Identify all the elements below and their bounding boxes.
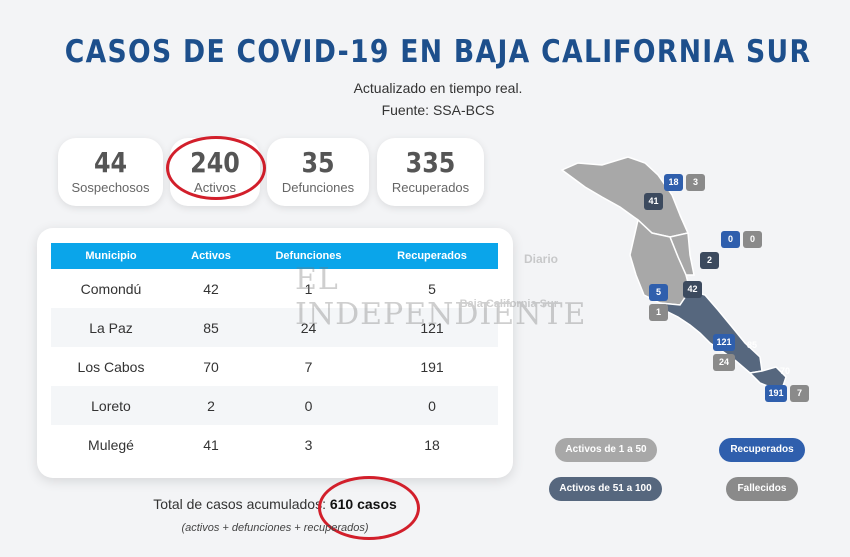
total-note: (activos + defunciones + recuperados) (181, 522, 369, 534)
badge-loreto-recovered: 0 (721, 231, 740, 248)
cell-recuperados: 5 (366, 269, 498, 308)
badge-los-cabos-recovered: 191 (765, 385, 787, 402)
table-row: Comondú 42 1 5 (51, 269, 498, 308)
cell-defunciones: 3 (251, 425, 366, 464)
cell-defunciones: 7 (251, 347, 366, 386)
badge-mulege-deaths: 3 (686, 174, 705, 191)
label-la-paz-active: 85 (747, 340, 758, 350)
badge-loreto-active: 2 (700, 252, 719, 269)
badge-mulege-active: 41 (644, 193, 663, 210)
cell-activos: 70 (171, 347, 251, 386)
cell-recuperados: 191 (366, 347, 498, 386)
municipality-table: Municipio Activos Defunciones Recuperado… (51, 243, 498, 464)
badge-la-paz-recovered: 121 (713, 334, 735, 351)
table-row: Loreto 2 0 0 (51, 386, 498, 425)
badge-la-paz-deaths: 24 (713, 354, 735, 371)
table-row: La Paz 85 24 121 (51, 308, 498, 347)
badge-comondu-deaths: 1 (649, 304, 668, 321)
stat-value: 335 (405, 146, 456, 179)
cell-municipio: Comondú (51, 269, 171, 308)
cell-recuperados: 0 (366, 386, 498, 425)
highlight-circle-active (166, 136, 266, 200)
column-header-municipio: Municipio (51, 243, 171, 269)
stat-label: Sospechosos (71, 180, 150, 195)
total-label: Total de casos acumulados: (153, 496, 326, 512)
source-note: Fuente: SSA-BCS (381, 102, 495, 118)
page-title: CASOS DE COVID-19 EN BAJA CALIFORNIA SUR (64, 34, 812, 70)
cell-defunciones: 1 (251, 269, 366, 308)
stat-value: 44 (93, 146, 128, 179)
cell-recuperados: 121 (366, 308, 498, 347)
legend-active-low[interactable]: Activos de 1 a 50 (555, 438, 657, 462)
region-los-cabos[interactable] (748, 366, 787, 390)
cell-activos: 41 (171, 425, 251, 464)
column-header-defunciones: Defunciones (251, 243, 366, 269)
badge-loreto-deaths: 0 (743, 231, 762, 248)
cell-defunciones: 24 (251, 308, 366, 347)
cell-municipio: Los Cabos (51, 347, 171, 386)
stat-card-suspected: 44 Sospechosos (58, 138, 163, 206)
badge-mulege-recovered: 18 (664, 174, 683, 191)
municipality-table-card: Municipio Activos Defunciones Recuperado… (37, 228, 513, 478)
stat-label: Recuperados (391, 180, 470, 195)
highlight-circle-total (318, 476, 420, 540)
table-row: Los Cabos 70 7 191 (51, 347, 498, 386)
total-cases: Total de casos acumulados: 610 casos (0, 496, 550, 512)
cell-municipio: Mulegé (51, 425, 171, 464)
stat-value: 35 (301, 146, 335, 179)
cell-recuperados: 18 (366, 425, 498, 464)
legend-recovered[interactable]: Recuperados (719, 438, 805, 462)
cell-municipio: La Paz (51, 308, 171, 347)
legend-active-high[interactable]: Activos de 51 a 100 (549, 477, 662, 501)
table-row: Mulegé 41 3 18 (51, 425, 498, 464)
column-header-recuperados: Recuperados (366, 243, 498, 269)
cell-activos: 85 (171, 308, 251, 347)
label-los-cabos-active: 70 (780, 366, 791, 376)
region-mulege[interactable] (560, 156, 690, 238)
cell-activos: 42 (171, 269, 251, 308)
cell-activos: 2 (171, 386, 251, 425)
badge-los-cabos-deaths: 7 (790, 385, 809, 402)
update-note: Actualizado en tiempo real. (353, 80, 523, 96)
cell-defunciones: 0 (251, 386, 366, 425)
column-header-activos: Activos (171, 243, 251, 269)
stat-card-deaths: 35 Defunciones (267, 138, 369, 206)
stat-label: Defunciones (281, 180, 355, 195)
badge-comondu-active: 42 (683, 281, 702, 298)
legend-deaths[interactable]: Fallecidos (726, 477, 798, 501)
state-map (560, 156, 787, 390)
badge-comondu-recovered: 5 (649, 284, 668, 301)
cell-municipio: Loreto (51, 386, 171, 425)
stat-card-recovered: 335 Recuperados (377, 138, 484, 206)
